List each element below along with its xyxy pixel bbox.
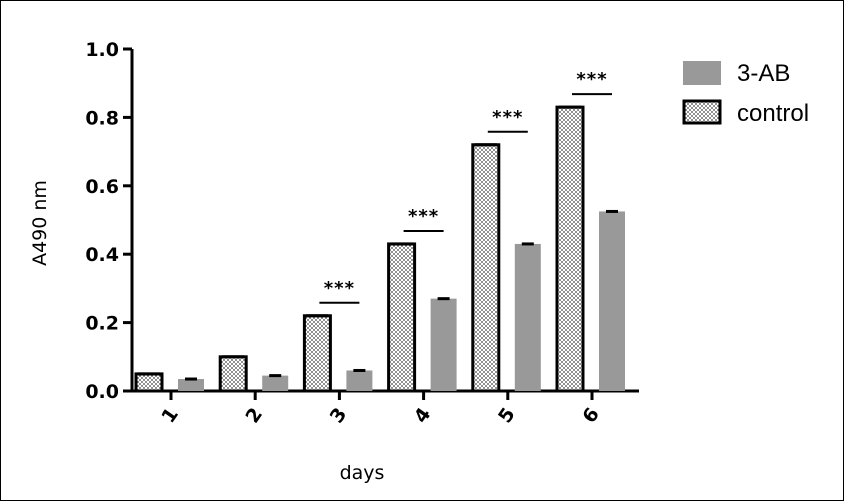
y-tick-label: 0.2 [85,313,119,335]
error-bar-control [390,242,413,246]
y-tick-label: 0.6 [85,176,119,198]
x-axis-title: days [340,462,385,484]
legend-label: control [737,100,809,127]
bar-3ab [178,379,204,391]
bar-control [555,105,585,393]
bar-control [471,143,501,393]
bar-3ab [599,211,625,391]
error-bar-3ab [437,297,450,301]
bar-3ab [346,370,373,391]
y-tick-label: 0.8 [85,107,119,129]
y-tick-label: 0.0 [85,381,119,403]
significance-label: *** [576,69,607,90]
significance-label: *** [324,278,355,299]
bar-control [218,355,248,393]
error-bar-3ab [606,209,618,213]
error-bar-control [138,372,160,376]
x-tick-label: 3 [326,404,352,427]
bar-3ab [262,375,289,391]
error-bar-3ab [269,374,282,378]
significance-markers: *** *** *** *** [319,69,612,304]
error-bar-control [559,105,581,109]
bar-3ab [430,298,457,391]
significance-label: *** [408,206,439,227]
error-bar-control [474,143,497,147]
x-tick-label: 2 [241,404,267,427]
error-bar-3ab [185,377,197,381]
bars [134,105,625,393]
y-tick-label: 0.4 [85,244,119,266]
legend-label: 3-AB [737,60,790,87]
x-tick-label: 1 [157,404,183,427]
y-tick-label: 1.0 [85,39,119,61]
bar-control [387,242,417,393]
legend-swatch-control [682,99,722,125]
bar-control [302,314,332,393]
bar-control [134,372,164,393]
y-axis-title: A490 nm [29,180,51,266]
x-tick-label: 4 [410,404,436,427]
error-bar-3ab [521,242,534,246]
bar-3ab [514,243,541,391]
legend: 3-AB control [682,60,809,127]
significance-label: *** [492,107,523,128]
x-tick-label: 6 [578,404,604,427]
error-bar-3ab [353,368,366,372]
legend-swatch-3ab [683,61,721,85]
error-bar-control [222,355,245,359]
x-tick-label: 5 [494,404,520,427]
error-bar-control [306,314,329,318]
